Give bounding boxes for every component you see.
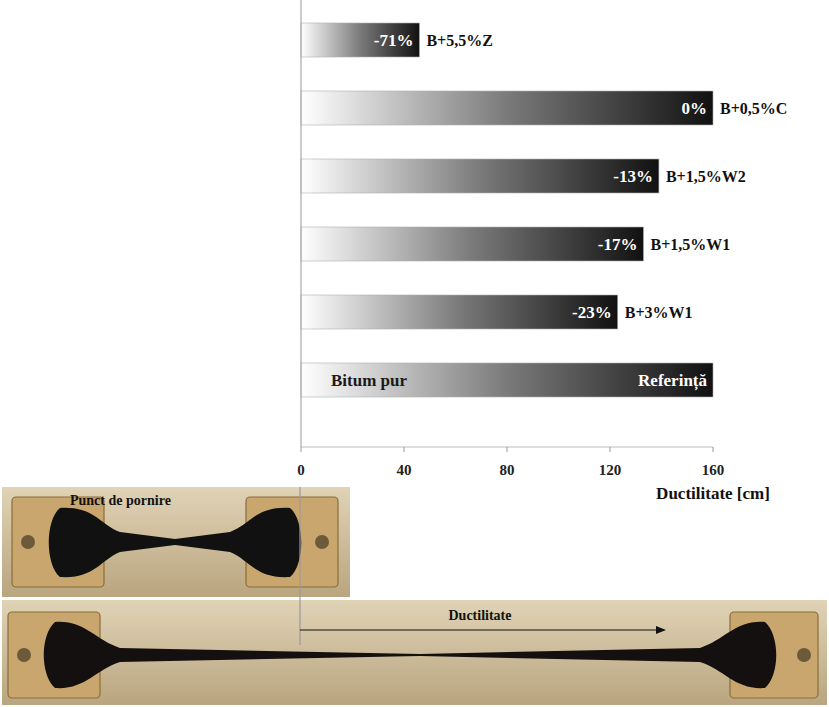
bar [301,227,643,261]
chart-root: 0 40 80 120 160 Ductilitate [cm] B+5,5%Z -71% B+… [0,0,829,707]
x-tick [507,447,508,452]
y-axis-line [301,0,302,447]
x-axis-title: Ductilitate [cm] [656,484,770,503]
clamp-hole [315,535,329,549]
clamp-hole [17,648,31,662]
category-label: B+3%W1 [625,304,693,321]
bar-annotation: -17% [598,235,638,254]
x-tick-label: 0 [297,462,305,478]
bar [301,295,618,329]
bar-annotation: -71% [374,31,414,50]
x-tick-label: 80 [500,462,515,478]
bar [301,91,713,125]
photos: Punct de pornire Ductilitate [2,487,827,705]
ductility-label: Ductilitate [449,608,512,623]
bitumen-sample [49,508,302,577]
x-tick [301,447,302,452]
bar [301,159,659,193]
bar-annotation: Referință [638,371,707,391]
photo-panel [2,600,827,705]
bitumen-sample [44,622,777,688]
bar-annotation: 0% [682,99,708,118]
x-tick [404,447,405,452]
bar-annotation: -23% [572,303,612,322]
bar-annotation: -13% [613,167,653,186]
category-label: B+1,5%W1 [650,236,730,253]
arrow-head [656,626,666,634]
clamp-hole [797,648,811,662]
category-label: B+0,5%C [720,100,787,117]
start-line [299,487,300,645]
start-label: Punct de pornire [70,493,171,508]
x-tick-label: 160 [702,462,725,478]
ductility-arrow [300,630,658,631]
x-tick-label: 40 [397,462,412,478]
category-label: B+1,5%W2 [666,168,746,185]
category-label: B+5,5%Z [426,32,492,49]
x-tick [610,447,611,452]
photo-panel [2,487,350,597]
category-label: Bitum pur [331,371,407,390]
x-tick [713,447,714,452]
x-tick-label: 120 [599,462,622,478]
bar [301,363,713,397]
bar [301,23,419,57]
clamp-hole [21,535,35,549]
